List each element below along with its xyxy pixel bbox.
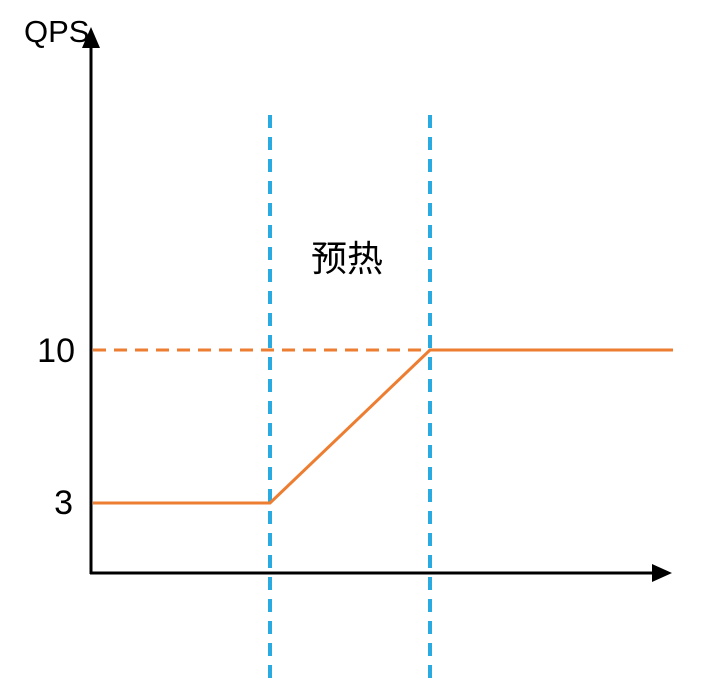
y-axis-title: QPS: [24, 14, 89, 49]
y-axis-arrowhead-icon: [82, 27, 100, 48]
y-tick-label-10: 10: [37, 332, 75, 370]
warmup-annotation: 预热: [311, 238, 383, 279]
y-tick-label-3: 3: [54, 484, 73, 522]
qps-series-line: [93, 348, 673, 505]
x-axis-arrowhead-icon: [652, 564, 672, 582]
